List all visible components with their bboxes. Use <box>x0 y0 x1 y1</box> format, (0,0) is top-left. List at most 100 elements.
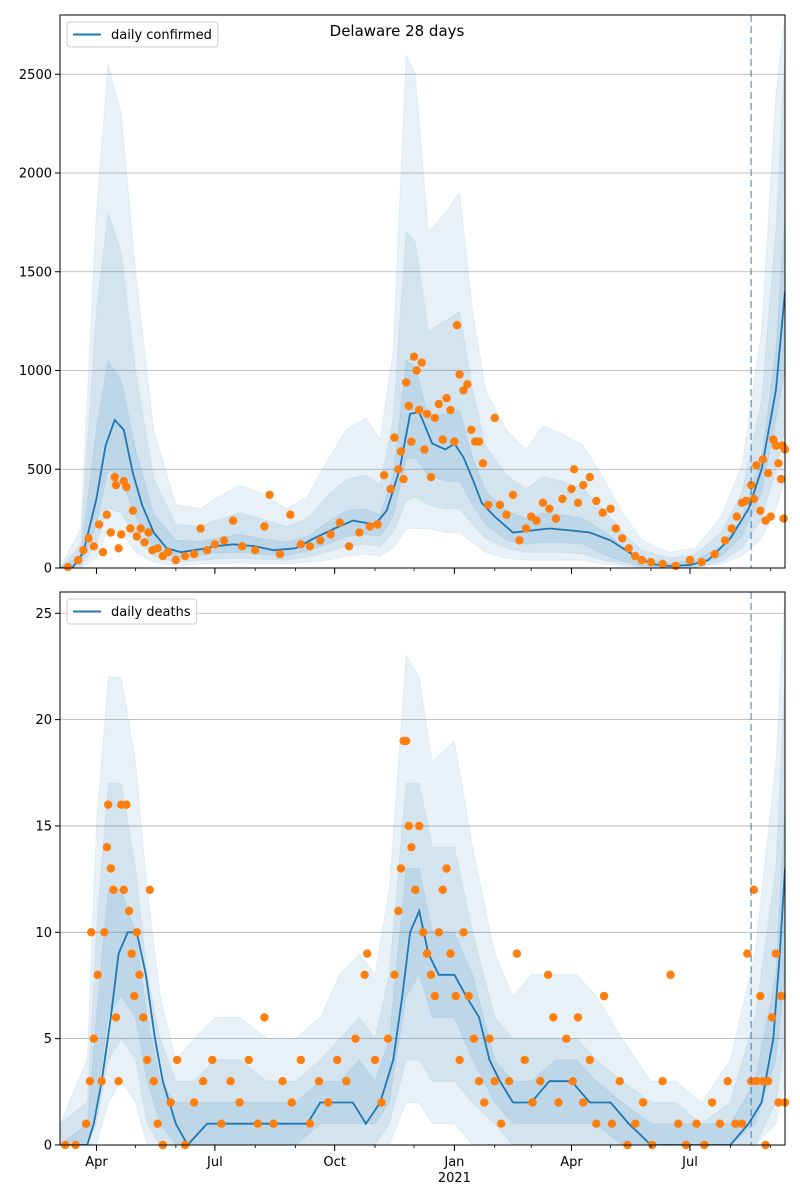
data-point <box>402 736 411 746</box>
x-tick-label: Jan <box>443 1155 464 1170</box>
data-point <box>235 1098 244 1107</box>
data-point <box>145 885 154 894</box>
data-point <box>752 1077 761 1086</box>
data-point <box>551 514 561 523</box>
data-point <box>130 991 139 1001</box>
data-point <box>149 1077 158 1086</box>
data-point <box>490 413 499 423</box>
data-point <box>419 928 428 937</box>
data-point <box>502 510 511 519</box>
data-point <box>426 472 436 482</box>
data-point <box>474 437 484 446</box>
data-point <box>81 1119 91 1128</box>
data-point <box>538 498 548 507</box>
data-point <box>396 447 406 456</box>
data-point <box>126 524 135 533</box>
confirmed-axes: 0 500 1000 1500 2000 2500 <box>19 14 786 577</box>
data-point <box>779 514 788 523</box>
data-point <box>549 1013 558 1022</box>
y-tick-label: 500 <box>27 463 52 478</box>
data-point <box>480 1098 489 1107</box>
data-point <box>333 1055 342 1065</box>
data-point <box>573 1013 583 1022</box>
data-point <box>732 512 741 521</box>
data-point <box>412 366 421 375</box>
data-point <box>474 1077 484 1086</box>
data-point <box>422 409 432 419</box>
data-point <box>442 393 451 403</box>
data-point <box>624 544 633 553</box>
data-point <box>611 524 620 533</box>
data-point <box>776 991 786 1001</box>
deaths-panel: 0 5 10 15 20 25 Apr Jul Oct Jan Apr Jul 2021 daily d… <box>35 591 790 1186</box>
data-point <box>747 480 756 490</box>
data-point <box>631 1119 640 1128</box>
data-point <box>202 546 212 555</box>
data-point <box>97 1077 106 1086</box>
data-point <box>727 524 736 533</box>
data-point <box>568 1077 577 1086</box>
y-tick-label: 20 <box>35 713 52 728</box>
deaths-observed-points <box>60 736 790 1150</box>
data-point <box>756 991 765 1001</box>
data-point <box>404 401 413 411</box>
data-point <box>569 465 579 474</box>
data-point <box>386 484 395 494</box>
uncertainty-band-outer <box>60 15 785 568</box>
data-point <box>344 542 354 551</box>
data-point <box>132 532 141 541</box>
data-point <box>122 800 131 809</box>
data-point <box>407 843 416 852</box>
data-point <box>79 546 88 555</box>
data-point <box>106 864 116 873</box>
series-line <box>60 868 785 1145</box>
data-point <box>451 991 460 1001</box>
data-point <box>135 970 144 979</box>
data-point <box>450 437 459 446</box>
data-point <box>85 1077 95 1086</box>
data-point <box>365 522 374 531</box>
data-point <box>592 1119 601 1128</box>
data-point <box>495 500 505 509</box>
data-point <box>438 435 447 444</box>
data-point <box>89 542 99 551</box>
data-point <box>314 1077 324 1086</box>
data-point <box>360 970 369 979</box>
data-point <box>504 1077 514 1086</box>
data-point <box>607 1119 617 1128</box>
data-point <box>618 534 627 543</box>
data-point <box>269 1119 278 1128</box>
data-point <box>674 1119 683 1128</box>
data-point <box>153 544 162 553</box>
data-point <box>153 1119 162 1128</box>
data-point <box>707 1098 717 1107</box>
data-point <box>442 864 451 873</box>
data-point <box>417 358 426 367</box>
data-point <box>323 1098 333 1107</box>
data-point <box>102 843 112 852</box>
data-point <box>189 1098 199 1107</box>
data-point <box>172 1055 182 1065</box>
data-point <box>528 1098 537 1107</box>
data-point <box>278 1077 287 1086</box>
data-point <box>104 800 113 809</box>
data-point <box>296 1055 305 1065</box>
data-point <box>771 949 781 958</box>
data-point <box>720 536 730 545</box>
data-point <box>430 991 440 1001</box>
data-point <box>226 1077 235 1086</box>
data-point <box>286 510 295 519</box>
data-point <box>763 469 773 478</box>
data-point <box>478 459 488 468</box>
data-point <box>567 484 576 494</box>
data-point <box>407 437 416 446</box>
data-point <box>508 490 518 500</box>
data-point <box>554 1098 563 1107</box>
y-tick-label: 0 <box>44 1139 52 1154</box>
data-point <box>335 518 344 527</box>
data-point <box>94 520 104 529</box>
data-point <box>731 1119 740 1128</box>
data-point <box>87 928 96 937</box>
data-point <box>383 1034 393 1043</box>
data-point <box>132 928 141 937</box>
